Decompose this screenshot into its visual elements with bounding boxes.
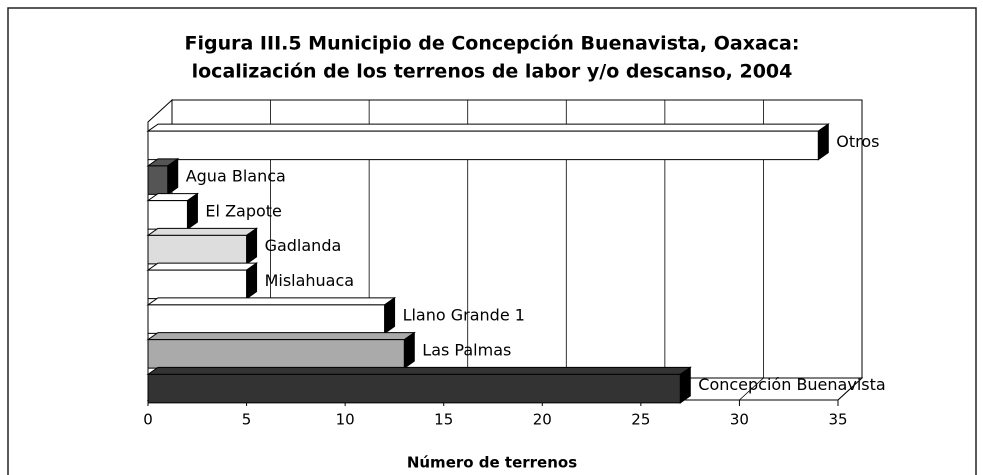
bar [147,373,681,404]
bar-top [146,297,397,306]
bar [147,304,386,334]
x-tick-label: 25 [631,411,650,429]
bar-top [146,262,259,271]
x-tick-label: 15 [434,411,453,429]
category-label: Gadlanda [265,236,342,255]
bar [147,234,248,265]
x-tick-label: 30 [730,411,749,429]
category-label: Otros [836,132,879,151]
bar-top [146,366,692,375]
chart-title: Figura III.5 Municipio de Concepción Bue… [185,33,800,55]
bar [147,339,405,369]
category-label: Llano Grande 1 [403,306,525,325]
x-tick-label: 35 [828,411,847,429]
bar-top [146,123,830,132]
category-label: Las Palmas [422,340,511,359]
x-tick-label: 10 [336,411,355,429]
bar [147,269,248,300]
floor-tick [739,377,764,401]
frame [7,7,977,475]
category-label: Agua Blanca [186,167,286,186]
category-label: El Zapote [205,201,281,220]
category-label: Concepción Buenavista [698,375,885,394]
bar [147,130,819,161]
bar [147,200,188,230]
x-axis-label: Número de terrenos [407,454,577,472]
category-label: Mislahuaca [265,271,355,290]
bar-top [146,332,416,341]
bar-top [146,227,259,236]
x-tick-label: 5 [242,411,252,429]
floor-tick [837,377,863,401]
bar [147,165,169,195]
x-tick-label: 20 [533,411,552,429]
x-tick-label: 0 [143,411,153,429]
chart-subtitle: localización de los terrenos de labor y/… [192,61,793,83]
